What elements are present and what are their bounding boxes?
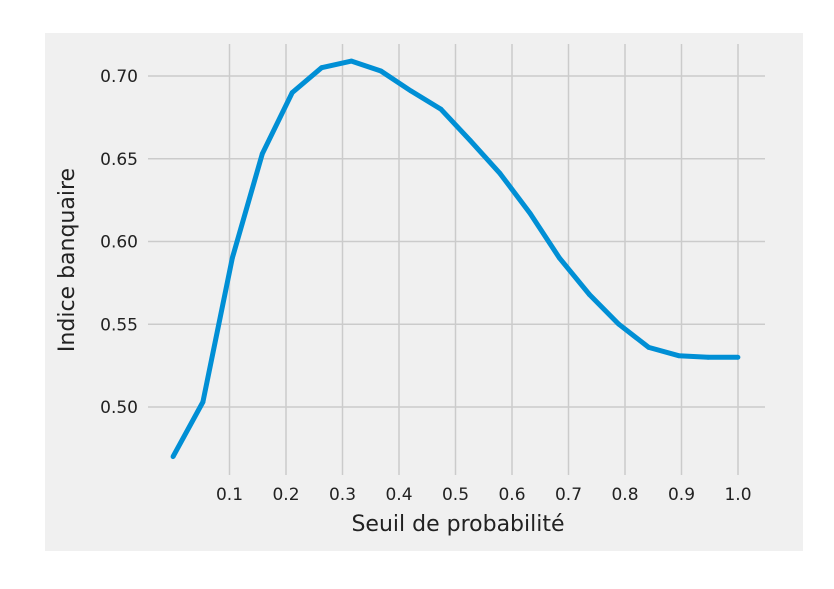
x-tick-label: 1.0 xyxy=(724,485,751,505)
x-tick-label: 0.8 xyxy=(611,485,638,505)
y-tick-label: 0.70 xyxy=(100,67,138,87)
data-point xyxy=(259,151,265,157)
data-point xyxy=(676,353,682,359)
data-point xyxy=(170,454,176,460)
data-point xyxy=(705,354,711,360)
data-point xyxy=(319,65,324,71)
x-tick-label: 0.1 xyxy=(216,485,243,505)
data-point xyxy=(289,90,295,95)
y-tick-label: 0.65 xyxy=(100,150,138,170)
tick-labels: 0.1 0.2 0.3 0.4 0.5 0.6 0.7 0.8 0.9 1.0 0.50 0.55 0.… xyxy=(100,67,751,505)
data-point xyxy=(467,138,473,143)
y-tick-label: 0.55 xyxy=(100,315,138,335)
x-axis-label: Seuil de probabilité xyxy=(351,512,564,537)
data-point xyxy=(438,106,444,112)
x-tick-label: 0.6 xyxy=(498,485,525,505)
plot-area xyxy=(45,33,803,551)
data-point xyxy=(497,171,503,177)
x-tick-label: 0.3 xyxy=(329,485,356,505)
data-point xyxy=(349,58,354,64)
y-axis-label: Indice banquaire xyxy=(55,168,80,352)
x-tick-label: 0.2 xyxy=(272,485,299,505)
x-tick-label: 0.4 xyxy=(385,485,412,505)
data-point xyxy=(646,345,652,350)
data-point xyxy=(527,211,533,216)
y-tick-label: 0.60 xyxy=(100,233,138,253)
data-point xyxy=(557,255,562,261)
x-tick-label: 0.7 xyxy=(555,485,582,505)
data-point xyxy=(587,292,592,297)
y-tick-label: 0.50 xyxy=(100,398,138,418)
data-point xyxy=(200,399,206,405)
data-point xyxy=(408,88,414,94)
data-point xyxy=(735,354,741,360)
grid xyxy=(148,44,765,475)
x-tick-label: 0.5 xyxy=(442,485,469,505)
data-points xyxy=(170,58,741,460)
x-tick-label: 0.9 xyxy=(668,485,695,505)
data-point xyxy=(616,321,622,327)
data-point xyxy=(229,255,235,261)
series-line xyxy=(170,58,738,458)
data-point xyxy=(378,68,384,74)
